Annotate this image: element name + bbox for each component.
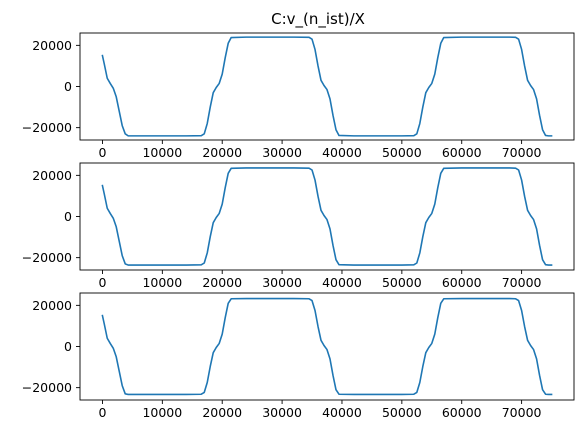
x-tick-label: 60000 xyxy=(442,275,482,290)
x-tick-label: 20000 xyxy=(202,145,242,160)
x-tick-label: 60000 xyxy=(442,405,482,420)
chart-title: C:v_(n_ist)/X xyxy=(271,10,365,29)
series-line-1 xyxy=(101,297,553,396)
x-tick-label: 70000 xyxy=(502,145,542,160)
x-tick-label: 50000 xyxy=(382,275,422,290)
series-line-1 xyxy=(101,167,553,266)
x-tick-label: 10000 xyxy=(142,145,182,160)
y-tick-label: 20000 xyxy=(32,38,72,53)
subplots: 0 10000 20000 30000 40000 50000 60000 70000 −200… xyxy=(22,32,575,420)
series-line-1 xyxy=(101,36,553,137)
x-tick-label: 0 xyxy=(98,275,106,290)
x-tick-label: 30000 xyxy=(262,145,302,160)
x-tick-label: 10000 xyxy=(142,275,182,290)
x-tick-label: 40000 xyxy=(322,275,362,290)
x-tick-label: 70000 xyxy=(502,405,542,420)
x-tick-label: 30000 xyxy=(262,275,302,290)
y-tick-label: 0 xyxy=(64,339,72,354)
x-tick-label: 40000 xyxy=(322,145,362,160)
x-tick-label: 10000 xyxy=(142,405,182,420)
subplot-3: 0 10000 20000 30000 40000 50000 60000 70000 −200… xyxy=(22,292,575,420)
x-tick-label: 30000 xyxy=(262,405,302,420)
x-tick-label: 0 xyxy=(98,145,106,160)
y-tick-label: −20000 xyxy=(22,120,72,135)
y-tick-label: 20000 xyxy=(32,168,72,183)
y-tick-label: −20000 xyxy=(22,250,72,265)
y-tick-label: −20000 xyxy=(22,380,72,395)
x-tick-label: 20000 xyxy=(202,275,242,290)
y-tick-label: 0 xyxy=(64,79,72,94)
x-tick-label: 60000 xyxy=(442,145,482,160)
x-tick-label: 50000 xyxy=(382,145,422,160)
x-tick-label: 0 xyxy=(98,405,106,420)
x-tick-label: 40000 xyxy=(322,405,362,420)
y-tick-label: 0 xyxy=(64,209,72,224)
subplot-1: 0 10000 20000 30000 40000 50000 60000 70000 −200… xyxy=(22,32,575,160)
x-tick-label: 20000 xyxy=(202,405,242,420)
x-tick-label: 70000 xyxy=(502,275,542,290)
x-tick-label: 50000 xyxy=(382,405,422,420)
y-tick-label: 20000 xyxy=(32,298,72,313)
subplot-2: 0 10000 20000 30000 40000 50000 60000 70000 −200… xyxy=(22,162,575,290)
